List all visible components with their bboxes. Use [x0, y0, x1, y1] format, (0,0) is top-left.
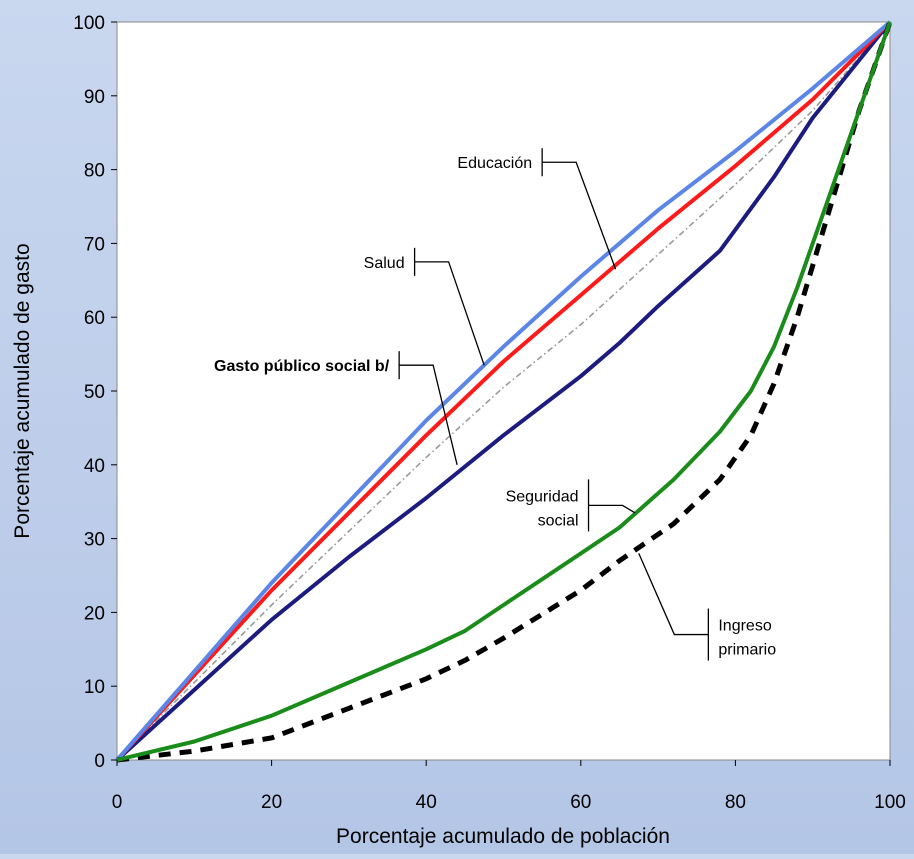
series-line-educacion [115, 20, 892, 762]
y-tick-label: 10 [84, 677, 105, 698]
x-tick-label: 0 [112, 792, 123, 813]
series-line-series [115, 20, 892, 762]
y-tick-label: 70 [84, 234, 105, 255]
series-line-salud [115, 20, 892, 762]
y-tick-label: 40 [84, 456, 105, 477]
annotation-leader-educacion [542, 161, 617, 270]
y-tick-label: 60 [84, 308, 105, 329]
x-axis-title: Porcentaje acumulado de población [336, 825, 670, 848]
y-tick-label: 30 [84, 530, 105, 551]
y-tick-label: 80 [84, 161, 105, 182]
y-tick-label: 100 [73, 13, 105, 34]
annotation-label-salud: Salud [364, 255, 405, 272]
x-tick-label: 60 [570, 792, 591, 813]
y-tick-label: 90 [84, 87, 105, 108]
series-line-ingreso-primario [116, 21, 893, 763]
series-layer [115, 20, 893, 763]
annotation-label-educacion: Educación [457, 155, 532, 172]
annotation-leader-seguridad-social [588, 504, 636, 514]
series-line-seguridad-social [116, 21, 892, 762]
series-line-gasto-publico-social-b [116, 21, 891, 761]
annotation-label-gasto-publico-social-b: Gasto público social b/ [214, 358, 390, 375]
annotation-layer: Educación Salud Gasto público social b/Seg… [214, 148, 776, 661]
annotation-label-ingreso-primario: Ingreso primario [718, 618, 776, 659]
y-tick-label: 0 [94, 751, 105, 772]
x-tick-label: 80 [725, 792, 746, 813]
y-tick-label: 20 [84, 603, 105, 624]
x-tick-label: 40 [416, 792, 437, 813]
y-tick-label: 50 [84, 382, 105, 403]
annotation-leader-gasto-publico-social-b [399, 364, 458, 465]
annotation-leader-salud [414, 261, 485, 366]
x-tick-label: 20 [261, 792, 282, 813]
annotation-label-seguridad-social: Seguridad social [506, 488, 579, 529]
x-tick-label: 100 [874, 792, 906, 813]
tick-layer: 0 20 40 60 80 100 0 10 20 30 40 50 60 70 80 90 100 [73, 13, 906, 813]
annotation-leader-ingreso-primario [638, 553, 709, 636]
y-axis-title: Porcentaje acumulado de gasto [11, 243, 34, 538]
